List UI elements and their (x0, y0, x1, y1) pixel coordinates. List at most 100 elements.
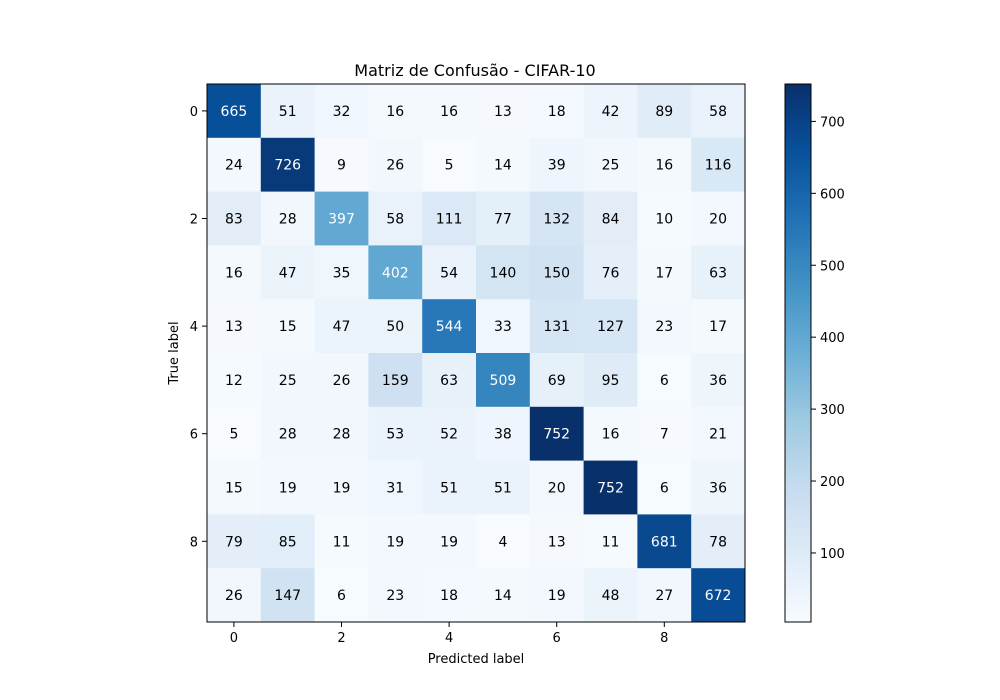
cell-value-2-0: 83 (225, 212, 243, 228)
heatmap-cell-3-6 (529, 245, 585, 300)
heatmap-cell-9-6 (529, 568, 585, 623)
heatmap-cell-4-3 (368, 299, 423, 354)
cell-value-8-2: 11 (333, 534, 351, 550)
heatmap-cell-3-5 (476, 245, 531, 300)
heatmap-cell-4-5 (476, 299, 531, 354)
cell-value-5-2: 26 (333, 373, 351, 389)
heatmap-cell-5-6 (529, 353, 585, 408)
cell-value-9-3: 23 (386, 588, 404, 604)
cell-value-2-1: 28 (279, 212, 297, 228)
heatmap-cell-7-2 (314, 460, 369, 515)
heatmap-cell-5-3 (368, 353, 423, 408)
cell-value-3-4: 54 (440, 265, 458, 281)
heatmap-cell-6-4 (422, 406, 477, 462)
cell-value-4-0: 13 (225, 319, 243, 335)
colorbar (784, 83, 812, 623)
heatmap-cell-8-3 (368, 514, 423, 569)
heatmap-cell-8-0 (207, 514, 262, 569)
x-tick-label: 6 (553, 631, 561, 646)
cell-value-0-2: 32 (333, 104, 351, 120)
cell-value-0-3: 16 (386, 104, 404, 120)
cell-value-3-8: 17 (655, 265, 673, 281)
heatmap-cell-9-1 (260, 568, 316, 623)
heatmap-cell-7-8 (637, 460, 692, 515)
heatmap-cell-3-3 (368, 245, 423, 300)
heatmap-cell-6-0 (207, 406, 262, 462)
cell-value-7-4: 51 (440, 481, 458, 497)
cell-value-7-1: 19 (279, 481, 297, 497)
heatmap-cell-5-5 (476, 353, 531, 408)
y-axis-ticks: 0 2 4 6 8 (190, 105, 207, 550)
colorbar-tick-label: 300 (820, 403, 845, 418)
cell-value-5-4: 63 (440, 373, 458, 389)
heatmap-cell-3-0 (207, 245, 262, 300)
cell-value-2-9: 20 (709, 212, 727, 228)
cell-value-8-7: 11 (602, 534, 620, 550)
heatmap-cell-8-7 (583, 514, 638, 569)
cell-value-6-7: 16 (602, 427, 620, 443)
heatmap-cell-2-6 (529, 191, 585, 246)
cell-value-5-8: 6 (660, 373, 669, 389)
heatmap-cell-0-0 (207, 84, 262, 139)
heatmap-cell-4-6 (529, 299, 585, 354)
heatmap-cell-9-2 (314, 568, 369, 623)
heatmap-cell-8-2 (314, 514, 369, 569)
y-tick-label: 8 (190, 535, 198, 550)
cell-value-1-6: 39 (548, 158, 566, 174)
heatmap-cell-1-3 (368, 137, 423, 193)
x-axis-ticks: 0 2 4 6 8 (230, 622, 668, 646)
heatmap-cell-7-1 (260, 460, 316, 515)
heatmap-cell-1-6 (529, 137, 585, 193)
cell-value-4-8: 23 (655, 319, 673, 335)
heatmap-cell-8-8 (637, 514, 692, 569)
heatmap-cell-7-6 (529, 460, 585, 515)
cell-value-3-0: 16 (225, 265, 243, 281)
cell-value-5-9: 36 (709, 373, 727, 389)
cell-value-3-1: 47 (279, 265, 297, 281)
heatmap-cell-2-0 (207, 191, 262, 246)
cell-value-2-5: 77 (494, 212, 512, 228)
colorbar-ticks: 100 200 300 400 500 600 700 (811, 115, 845, 562)
cell-value-8-4: 19 (440, 534, 458, 550)
heatmap-cell-7-4 (422, 460, 477, 515)
cell-value-5-5: 509 (490, 373, 517, 389)
cell-value-0-5: 13 (494, 104, 512, 120)
heatmap-cell-9-3 (368, 568, 423, 623)
cell-value-5-7: 95 (602, 373, 620, 389)
heatmap-cell-3-7 (583, 245, 638, 300)
cell-value-4-1: 15 (279, 319, 297, 335)
cell-value-0-4: 16 (440, 104, 458, 120)
cell-value-6-8: 7 (660, 427, 669, 443)
heatmap-cell-9-5 (476, 568, 531, 623)
heatmap-cell-6-5 (476, 406, 531, 462)
heatmap-cell-7-5 (476, 460, 531, 515)
x-tick-label: 4 (445, 631, 453, 646)
cell-value-6-1: 28 (279, 427, 297, 443)
heatmap-cell-8-9 (691, 514, 746, 569)
heatmap-cell-0-3 (368, 84, 423, 139)
y-axis-label: True label (167, 321, 182, 385)
cell-value-9-7: 48 (602, 588, 620, 604)
heatmap-cell-6-3 (368, 406, 423, 462)
cell-value-3-3: 402 (382, 265, 409, 281)
cell-value-0-6: 18 (548, 104, 566, 120)
heatmap-cell-1-8 (637, 137, 692, 193)
cell-value-4-2: 47 (333, 319, 351, 335)
y-tick-label: 2 (190, 213, 198, 228)
heatmap-cell-9-0 (207, 568, 262, 623)
colorbar-tick-label: 600 (820, 187, 845, 202)
heatmap-cell-9-9 (691, 568, 746, 623)
heatmap-cell-6-7 (583, 406, 638, 462)
heatmap-cell-2-7 (583, 191, 638, 246)
chart-title: Matriz de Confusão - CIFAR-10 (354, 61, 595, 80)
heatmap-cell-5-7 (583, 353, 638, 408)
cell-value-7-5: 51 (494, 481, 512, 497)
heatmap-cell-1-4 (422, 137, 477, 193)
heatmap-cell-0-2 (314, 84, 369, 139)
heatmap-cell-3-4 (422, 245, 477, 300)
cell-value-4-5: 33 (494, 319, 512, 335)
cell-value-2-8: 10 (655, 212, 673, 228)
cell-value-1-3: 26 (386, 158, 404, 174)
heatmap-cell-1-0 (207, 137, 262, 193)
